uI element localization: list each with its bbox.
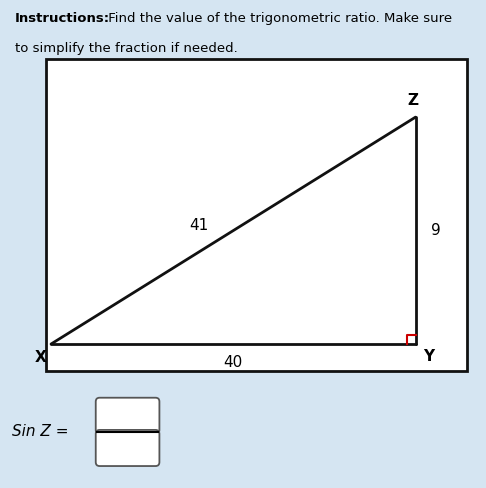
Text: to simplify the fraction if needed.: to simplify the fraction if needed.: [15, 42, 237, 56]
FancyBboxPatch shape: [96, 398, 159, 434]
Text: Find the value of the trigonometric ratio. Make sure: Find the value of the trigonometric rati…: [104, 12, 452, 25]
Text: X: X: [35, 350, 46, 365]
Text: Z: Z: [408, 93, 418, 107]
Text: Sin Z =: Sin Z =: [12, 425, 69, 439]
Text: 41: 41: [190, 218, 209, 233]
FancyBboxPatch shape: [96, 430, 159, 466]
Text: Y: Y: [424, 349, 434, 364]
Text: 9: 9: [431, 223, 441, 238]
Text: Instructions:: Instructions:: [15, 12, 110, 25]
Bar: [46, 59, 467, 371]
Text: 40: 40: [224, 355, 243, 370]
